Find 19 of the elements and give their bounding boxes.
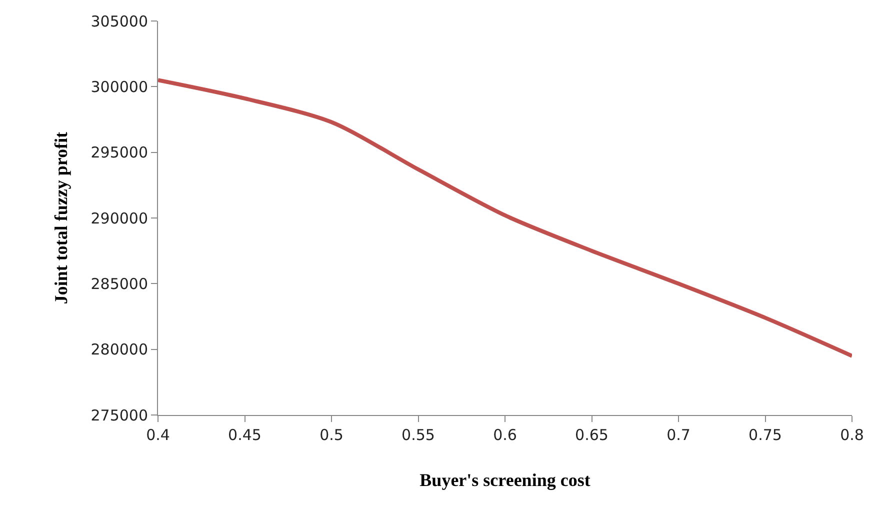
y-axis-title: Joint total fuzzy profit — [50, 132, 71, 304]
y-tick-label: 295000 — [90, 144, 148, 162]
x-tick-label: 0.75 — [748, 426, 782, 444]
x-tick-label: 0.45 — [228, 426, 262, 444]
x-tick-label: 0.55 — [402, 426, 435, 444]
y-tick-label: 275000 — [90, 406, 148, 424]
x-axis-title: Buyer's screening cost — [420, 470, 590, 490]
y-tick-label: 280000 — [90, 340, 148, 359]
y-tick-label: 300000 — [90, 78, 148, 96]
x-tick-label: 0.6 — [493, 426, 517, 444]
x-tick-label: 0.4 — [146, 426, 170, 444]
x-tick-label: 0.8 — [840, 426, 864, 444]
y-tick-label: 290000 — [90, 209, 148, 228]
line-series — [158, 78, 852, 358]
x-tick-label: 0.7 — [666, 426, 690, 444]
y-tick-label: 285000 — [90, 274, 148, 293]
x-tick-label: 0.65 — [575, 426, 608, 444]
y-tick-label: 305000 — [90, 12, 148, 30]
x-tick-label: 0.5 — [320, 426, 344, 444]
